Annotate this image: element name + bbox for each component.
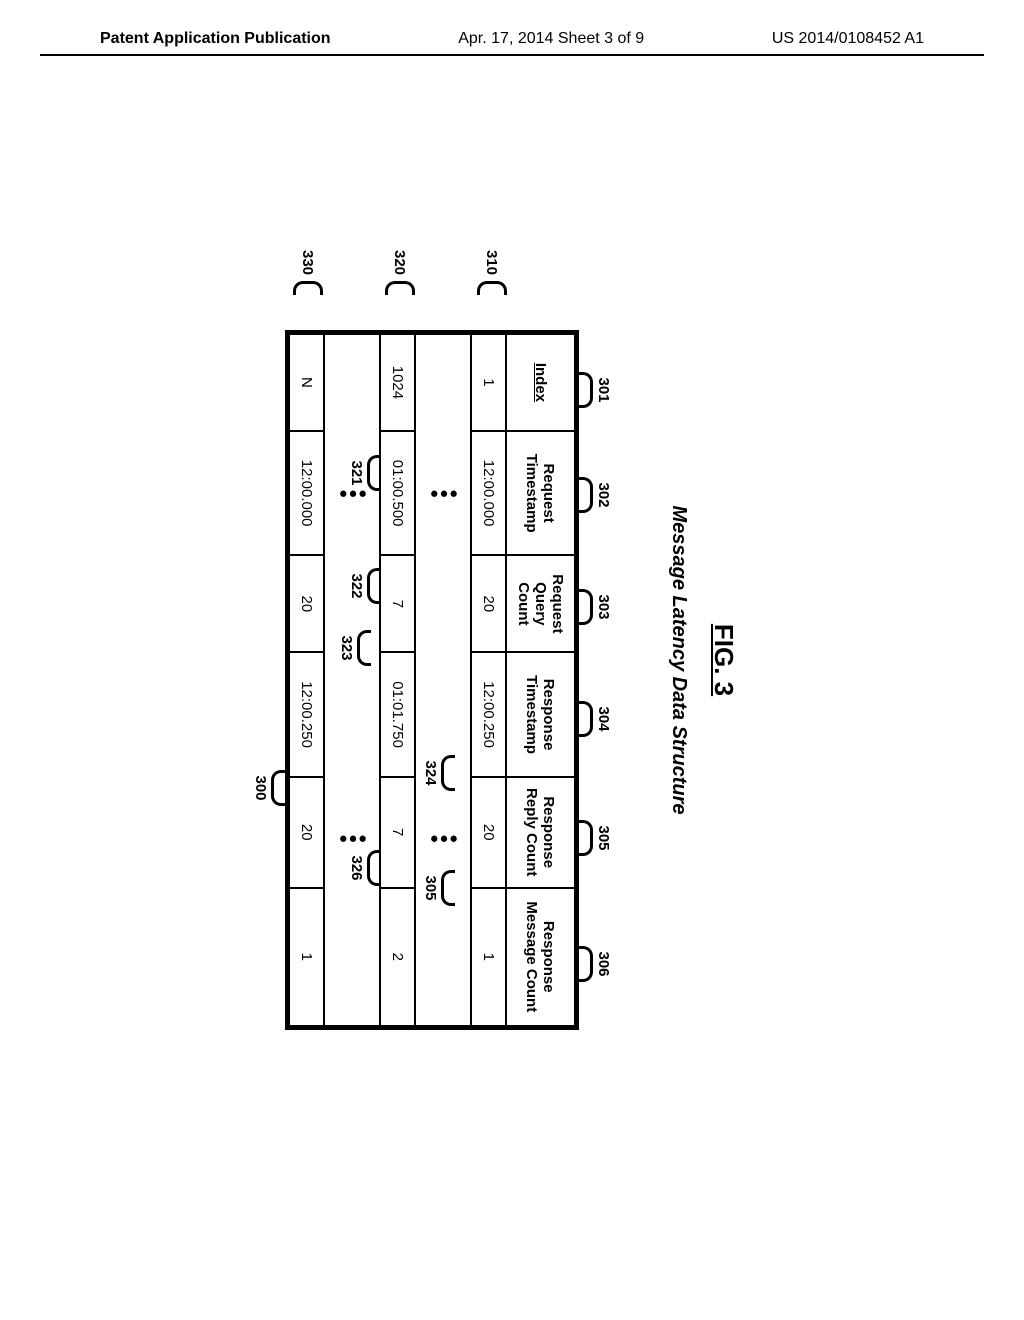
cell: 20 — [289, 777, 324, 888]
cell-ref-324: 324 — [422, 755, 455, 791]
ellipsis-icon: ••• — [428, 826, 457, 852]
cell: 01:00.500 — [380, 431, 415, 556]
cell-ref-323: 323 — [338, 630, 371, 666]
table-row: 1 12:00.000 20 12:00.250 20 1 — [471, 334, 506, 1026]
col-ref-305: 305 — [579, 820, 612, 856]
col-header-resp-ts: Response Timestamp — [506, 652, 575, 777]
structure-ref-300: 300 — [252, 770, 285, 806]
col-ref-304: 304 — [579, 701, 612, 737]
ellipsis-row: ••• ••• — [415, 334, 471, 1026]
cell: 20 — [471, 777, 506, 888]
cell: 2 — [380, 888, 415, 1026]
row-ref-320: 320 — [385, 250, 415, 295]
cell-ref-326: 326 — [348, 850, 381, 886]
col-ref-303: 303 — [579, 589, 612, 625]
cell: 12:00.250 — [289, 652, 324, 777]
cell: 1024 — [380, 334, 415, 431]
figure-subtitle: Message Latency Data Structure — [667, 210, 690, 1110]
col-header-req-ts: Request Timestamp — [506, 431, 575, 556]
table-header-row: Index Request Timestamp Request Query Co… — [506, 334, 575, 1026]
cell: 7 — [380, 555, 415, 652]
header-right: US 2014/0108452 A1 — [772, 30, 924, 48]
col-header-resp-rc: Response Reply Count — [506, 777, 575, 888]
cell: 12:00.250 — [471, 652, 506, 777]
cell: 1 — [471, 334, 506, 431]
figure-content: FIG. 3 Message Latency Data Structure 30… — [285, 210, 739, 1110]
cell-ref-321: 321 — [348, 455, 381, 491]
ellipsis-icon: ••• — [337, 826, 366, 852]
row-ref-330: 330 — [293, 250, 323, 295]
row-ref-310: 310 — [477, 250, 507, 295]
cell: 1 — [471, 888, 506, 1026]
header-left: Patent Application Publication — [100, 30, 331, 48]
table-row: 1024 01:00.500 7 01:01.750 7 2 — [380, 334, 415, 1026]
page-header: Patent Application Publication Apr. 17, … — [40, 0, 984, 56]
cell: 01:01.750 — [380, 652, 415, 777]
col-header-resp-mc: Response Message Count — [506, 888, 575, 1026]
figure-label: FIG. 3 — [708, 210, 739, 1110]
diagram: 301 302 303 304 305 306 — [285, 250, 631, 1070]
column-refs: 301 302 303 304 305 306 — [579, 330, 631, 1030]
cell: 12:00.000 — [289, 431, 324, 556]
ellipsis-icon: ••• — [428, 481, 457, 507]
data-table-frame: Index Request Timestamp Request Query Co… — [285, 330, 579, 1030]
cell: 20 — [471, 555, 506, 652]
cell-ref-305b: 305 — [422, 870, 455, 906]
cell: N — [289, 334, 324, 431]
col-ref-302: 302 — [579, 477, 612, 513]
header-center: Apr. 17, 2014 Sheet 3 of 9 — [458, 30, 644, 48]
cell: 12:00.000 — [471, 431, 506, 556]
cell: 20 — [289, 555, 324, 652]
cell: 1 — [289, 888, 324, 1026]
col-header-req-qc: Request Query Count — [506, 555, 575, 652]
col-header-index: Index — [506, 334, 575, 431]
ellipsis-row: ••• ••• — [324, 334, 380, 1026]
col-ref-306: 306 — [579, 946, 612, 982]
data-table: Index Request Timestamp Request Query Co… — [288, 333, 576, 1027]
table-row: N 12:00.000 20 12:00.250 20 1 — [289, 334, 324, 1026]
col-ref-301: 301 — [579, 372, 612, 408]
cell: 7 — [380, 777, 415, 888]
cell-ref-322: 322 — [348, 568, 381, 604]
